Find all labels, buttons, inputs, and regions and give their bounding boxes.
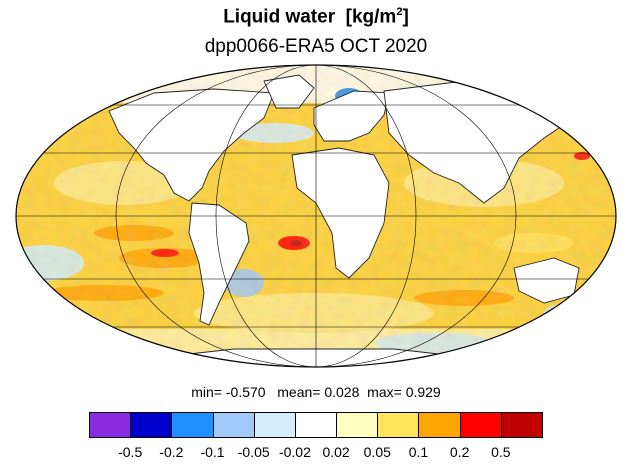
stat-mean-value: 0.028 [324,384,360,400]
colorbar-swatch [294,412,338,438]
colorbar-tick-label: 0.05 [363,444,391,460]
colorbar-swatch [89,412,132,438]
map-border [15,64,617,368]
colorbar-swatch [130,412,173,438]
title-unit-superscript: 2 [396,6,403,18]
colorbar-tick-label: -0.02 [278,444,311,460]
colorbar-tick-label: -0.05 [237,444,270,460]
graticule [16,65,616,367]
colorbar [89,412,543,438]
chart-title: Liquid water [kg/m2] [0,6,632,28]
title-main: Liquid water [223,6,336,28]
continent-greenland [263,74,315,109]
stat-min-value: -0.570 [225,384,266,400]
stat-max-value: 0.929 [405,384,441,400]
continent-south-america [188,202,250,326]
colorbar-swatch [377,412,420,438]
colorbar-swatch [253,412,296,438]
title-unit-close: ] [402,6,409,28]
colorbar-tick-label: 0.5 [491,444,511,460]
colorbar-swatch [459,412,502,438]
colorbar-swatch [212,412,255,438]
colorbar-tick-label: -0.5 [118,444,143,460]
colorbar-tick-label: 0.2 [449,444,470,460]
colorbar-swatch [500,412,543,438]
continent-europe [313,90,390,142]
stat-max-label: max= [367,384,402,400]
world-map [15,64,617,368]
continent-north-america [108,88,275,202]
statistics-line: min= -0.570 mean= 0.028 max= 0.929 [0,384,632,400]
title-unit-open: [kg/m [345,6,397,28]
colorbar-swatch [336,412,379,438]
colorbar-tick-label: 0.02 [322,444,350,460]
colorbar-swatch [418,412,461,438]
stat-min-label: min= [191,384,222,400]
colorbar-tick-label: -0.2 [159,444,184,460]
colorbar-swatch [171,412,214,438]
colorbar-tick-label: 0.1 [408,444,429,460]
stat-mean-label: mean= [277,384,321,400]
chart-subtitle: dpp0066-ERA5 OCT 2020 [204,36,428,57]
colorbar-tick-label: -0.1 [200,444,225,460]
